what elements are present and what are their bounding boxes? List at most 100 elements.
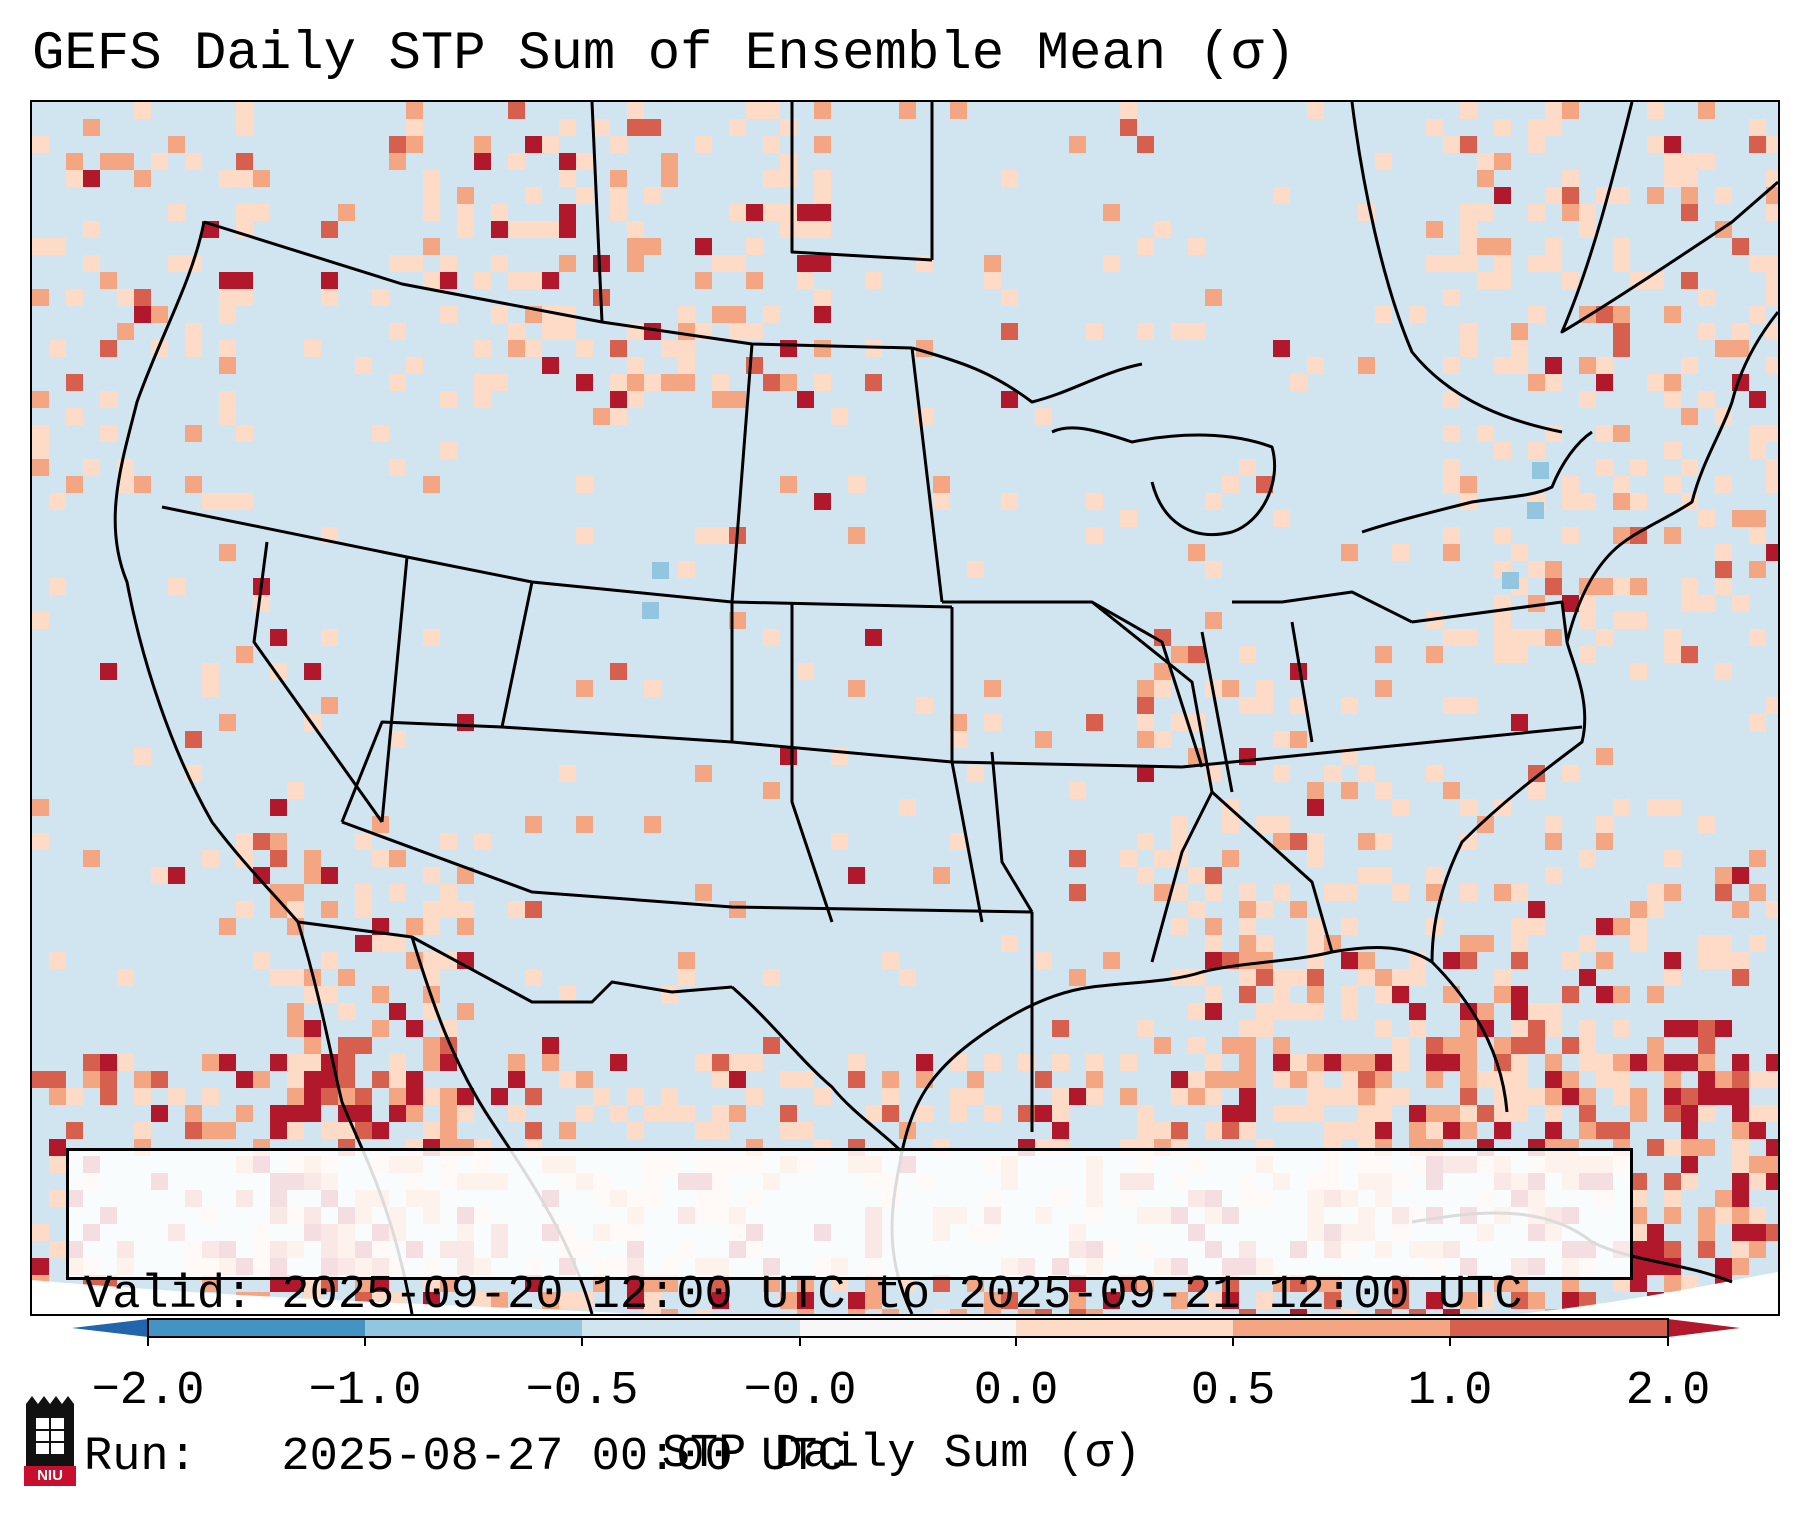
anomaly-cell <box>1222 1071 1239 1088</box>
anomaly-cell <box>1664 884 1681 901</box>
anomaly-cell <box>1290 901 1307 918</box>
anomaly-cell <box>372 1020 389 1037</box>
anomaly-cell <box>49 1190 66 1207</box>
anomaly-cell <box>1664 1088 1681 1105</box>
anomaly-cell <box>1171 1122 1188 1139</box>
anomaly-cell <box>1596 833 1613 850</box>
anomaly-cell <box>1086 493 1103 510</box>
anomaly-cell <box>219 340 236 357</box>
anomaly-cell <box>1647 884 1664 901</box>
anomaly-cell <box>1460 238 1477 255</box>
anomaly-cell <box>1035 408 1052 425</box>
anomaly-cell <box>440 306 457 323</box>
anomaly-cell <box>1460 136 1477 153</box>
anomaly-cell <box>287 782 304 799</box>
anomaly-cell <box>423 867 440 884</box>
anomaly-cell <box>593 255 610 272</box>
anomaly-cell <box>729 306 746 323</box>
anomaly-cell <box>1426 221 1443 238</box>
colorbar-tick-label: 0.5 <box>1190 1365 1276 1418</box>
anomaly-cell <box>1511 1037 1528 1054</box>
anomaly-cell <box>1494 357 1511 374</box>
anomaly-cell <box>440 901 457 918</box>
anomaly-cell <box>270 1054 287 1071</box>
anomaly-cell <box>100 272 117 289</box>
anomaly-cell <box>1698 1105 1715 1122</box>
anomaly-cell <box>1443 476 1460 493</box>
anomaly-cell <box>1001 493 1018 510</box>
anomaly-cell <box>1358 1054 1375 1071</box>
anomaly-cell <box>1477 425 1494 442</box>
anomaly-cell <box>763 306 780 323</box>
anomaly-cell <box>899 102 916 119</box>
anomaly-cell <box>1171 323 1188 340</box>
anomaly-cell <box>440 391 457 408</box>
anomaly-cell <box>1732 323 1749 340</box>
anomaly-cell <box>457 714 474 731</box>
anomaly-cell <box>236 1071 253 1088</box>
anomaly-cell <box>338 969 355 986</box>
anomaly-cell <box>780 153 797 170</box>
anomaly-cell <box>1749 850 1766 867</box>
anomaly-cell <box>83 255 100 272</box>
anomaly-cell <box>49 952 66 969</box>
anomaly-cell <box>1375 867 1392 884</box>
anomaly-cell <box>1494 1037 1511 1054</box>
anomaly-cell <box>1596 1054 1613 1071</box>
anomaly-cell <box>1443 391 1460 408</box>
anomaly-cell <box>1137 680 1154 697</box>
anomaly-cell <box>610 663 627 680</box>
anomaly-cell <box>1698 289 1715 306</box>
state-line-oh-in <box>1290 621 1314 743</box>
anomaly-cell <box>321 952 338 969</box>
anomaly-cell <box>389 153 406 170</box>
anomaly-cell <box>1290 697 1307 714</box>
anomaly-cell <box>1766 1054 1778 1071</box>
anomaly-cell <box>66 408 83 425</box>
anomaly-cell <box>304 1054 321 1071</box>
anomaly-cell <box>797 1292 814 1309</box>
anomaly-cell <box>1681 1105 1698 1122</box>
anomaly-cell <box>1324 1122 1341 1139</box>
anomaly-cell <box>372 935 389 952</box>
anomaly-cell <box>1681 1054 1698 1071</box>
anomaly-cell <box>1698 510 1715 527</box>
anomaly-cell <box>32 612 49 629</box>
anomaly-cell <box>1766 697 1778 714</box>
anomaly-cell <box>1171 884 1188 901</box>
anomaly-cell <box>1664 952 1681 969</box>
anomaly-cell <box>236 204 253 221</box>
anomaly-cell <box>848 867 865 884</box>
anomaly-cell <box>780 1292 797 1309</box>
anomaly-cell <box>1171 646 1188 663</box>
anomaly-cell <box>559 1122 576 1139</box>
anomaly-cell <box>1477 1071 1494 1088</box>
anomaly-cell <box>1545 1122 1562 1139</box>
anomaly-cell <box>423 204 440 221</box>
anomaly-cell <box>270 901 287 918</box>
anomaly-cell <box>1630 578 1647 595</box>
anomaly-cell <box>1103 204 1120 221</box>
anomaly-cell <box>933 1309 950 1314</box>
anomaly-cell <box>1647 1241 1664 1258</box>
anomaly-cell <box>1035 952 1052 969</box>
anomaly-cell <box>814 255 831 272</box>
anomaly-cell <box>1273 187 1290 204</box>
anomaly-cell <box>1171 714 1188 731</box>
anomaly-cell <box>1307 1003 1324 1020</box>
anomaly-cell <box>1732 1241 1749 1258</box>
anomaly-cell <box>1732 1105 1749 1122</box>
anomaly-cell <box>1358 1088 1375 1105</box>
anomaly-cell <box>576 476 593 493</box>
anomaly-cell <box>1766 1071 1778 1088</box>
anomaly-cell <box>1120 510 1137 527</box>
anomaly-cell <box>763 969 780 986</box>
anomaly-cell <box>1171 1088 1188 1105</box>
anomaly-cell <box>1596 374 1613 391</box>
anomaly-cell <box>1460 323 1477 340</box>
anomaly-cell <box>712 1054 729 1071</box>
anomaly-cell <box>100 425 117 442</box>
anomaly-cell <box>1732 1088 1749 1105</box>
anomaly-cell <box>1239 986 1256 1003</box>
anomaly-cell <box>1375 680 1392 697</box>
